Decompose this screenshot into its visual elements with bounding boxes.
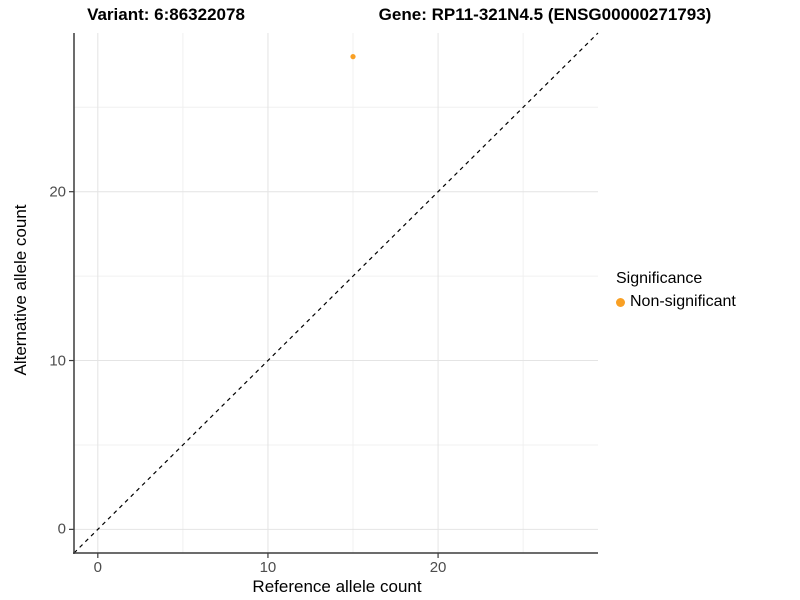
identity-line	[73, 32, 599, 554]
y-tick-label: 0	[57, 520, 66, 538]
gene-title: Gene: RP11-321N4.5 (ENSG00000271793)	[378, 5, 712, 24]
data-point	[350, 54, 356, 60]
x-axis-title: Reference allele count	[252, 577, 422, 596]
legend: Significance Non-significant	[616, 270, 736, 311]
legend-point-icon	[616, 297, 625, 307]
legend-items: Non-significant	[616, 293, 736, 311]
y-tick-label: 20	[49, 183, 66, 201]
legend-item: Non-significant	[616, 293, 736, 311]
legend-title: Significance	[616, 270, 703, 287]
x-tick-label: 20	[429, 559, 447, 576]
legend-item-label: Non-significant	[630, 293, 736, 310]
y-tick-label: 10	[49, 352, 66, 370]
variant-title: Variant: 6:86322078	[87, 5, 245, 24]
x-tick-label: 0	[93, 559, 102, 576]
y-axis-title: Alternative allele count	[11, 204, 30, 376]
x-tick-label: 10	[259, 559, 277, 576]
